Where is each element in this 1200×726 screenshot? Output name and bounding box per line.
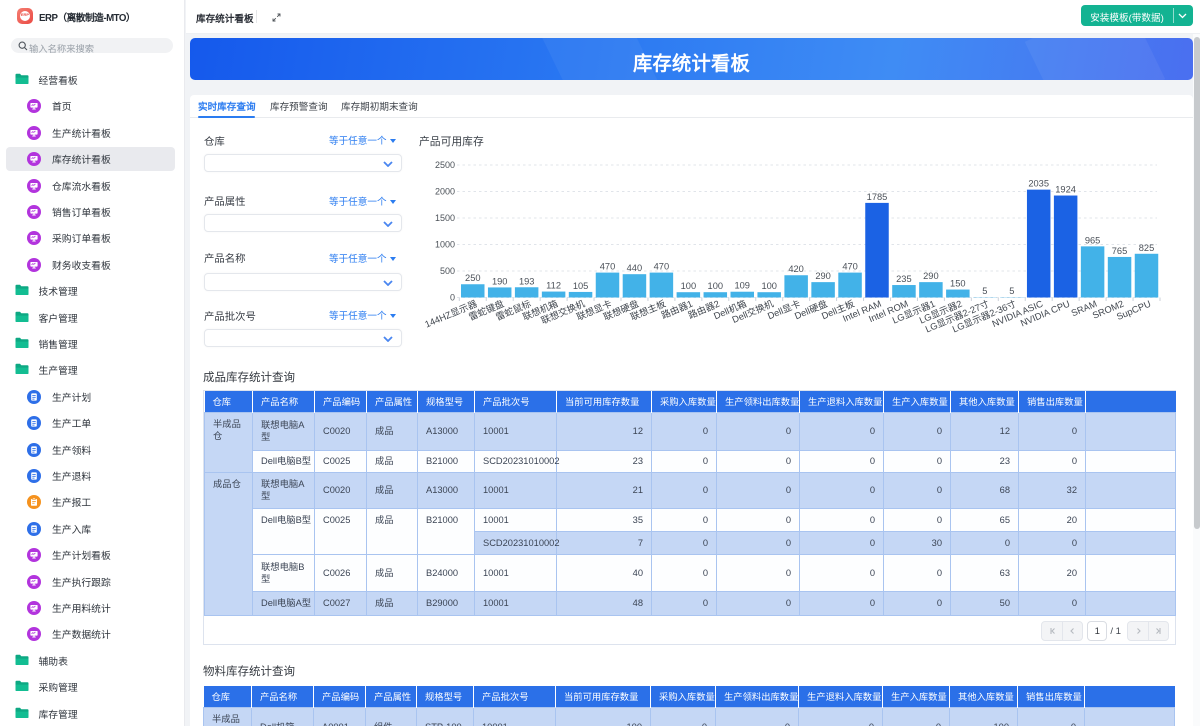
svg-text:2500: 2500 <box>435 160 455 170</box>
svg-text:290: 290 <box>923 271 939 281</box>
svg-text:0: 0 <box>450 293 455 303</box>
svg-text:5: 5 <box>1009 286 1014 296</box>
svg-text:产品可用库存: 产品可用库存 <box>419 134 484 148</box>
svg-text:150: 150 <box>950 279 966 289</box>
svg-text:190: 190 <box>492 276 508 286</box>
svg-text:2000: 2000 <box>435 187 455 197</box>
svg-text:235: 235 <box>896 274 912 284</box>
svg-text:2035: 2035 <box>1028 179 1049 189</box>
svg-text:500: 500 <box>440 266 455 276</box>
svg-text:470: 470 <box>842 262 858 272</box>
svg-text:1500: 1500 <box>435 213 455 223</box>
svg-text:470: 470 <box>600 262 616 272</box>
svg-text:100: 100 <box>708 281 724 291</box>
svg-text:112: 112 <box>546 281 561 291</box>
svg-text:193: 193 <box>519 276 535 286</box>
svg-text:109: 109 <box>734 281 750 291</box>
svg-text:965: 965 <box>1085 235 1101 245</box>
svg-text:420: 420 <box>788 264 804 274</box>
svg-text:5: 5 <box>982 286 987 296</box>
svg-text:1924: 1924 <box>1055 185 1076 195</box>
svg-text:1000: 1000 <box>435 240 455 250</box>
svg-text:825: 825 <box>1139 243 1155 253</box>
svg-text:105: 105 <box>573 281 589 291</box>
svg-text:100: 100 <box>761 281 777 291</box>
svg-text:1785: 1785 <box>867 192 888 202</box>
svg-text:440: 440 <box>627 263 643 273</box>
svg-text:250: 250 <box>465 273 481 283</box>
svg-text:290: 290 <box>815 271 831 281</box>
svg-text:765: 765 <box>1112 246 1128 256</box>
svg-text:470: 470 <box>654 262 670 272</box>
svg-text:100: 100 <box>681 281 697 291</box>
